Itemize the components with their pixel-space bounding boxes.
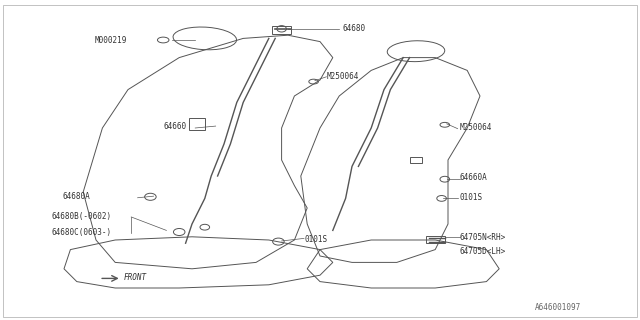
Text: M250064: M250064 bbox=[460, 123, 492, 132]
Text: 0101S: 0101S bbox=[305, 236, 328, 244]
Text: 0101S: 0101S bbox=[460, 193, 483, 202]
Text: A646001097: A646001097 bbox=[534, 303, 580, 312]
Text: 64660A: 64660A bbox=[460, 173, 487, 182]
Text: 64705N<RH>: 64705N<RH> bbox=[460, 233, 506, 242]
Text: 64660: 64660 bbox=[163, 122, 186, 131]
Text: M250064: M250064 bbox=[326, 72, 359, 81]
Bar bbox=[272, 26, 291, 34]
Text: 64705D<LH>: 64705D<LH> bbox=[460, 247, 506, 256]
Text: 64680B(-0602): 64680B(-0602) bbox=[51, 212, 111, 221]
Text: FRONT: FRONT bbox=[124, 273, 147, 282]
Bar bbox=[410, 157, 422, 163]
Bar bbox=[426, 236, 445, 243]
Text: M000219: M000219 bbox=[95, 36, 127, 44]
Bar bbox=[189, 118, 205, 130]
Text: 64680: 64680 bbox=[342, 24, 365, 33]
Text: 64680C(0603-): 64680C(0603-) bbox=[51, 228, 111, 237]
Text: 64680A: 64680A bbox=[63, 192, 90, 201]
